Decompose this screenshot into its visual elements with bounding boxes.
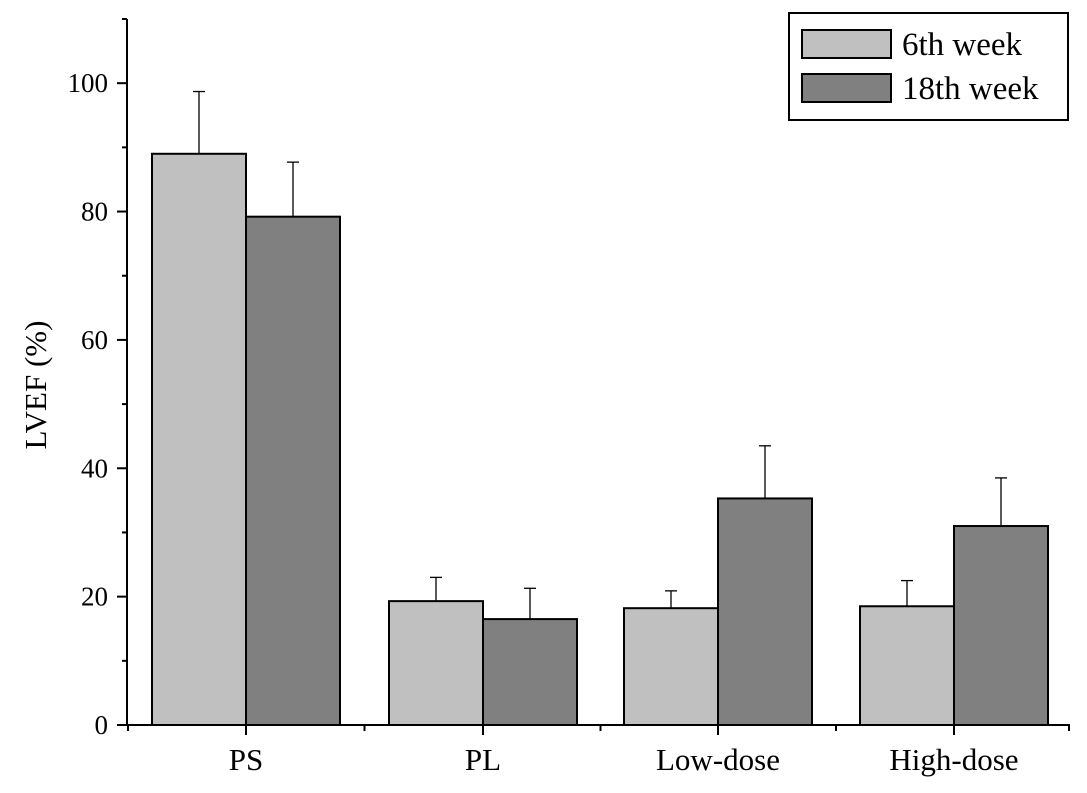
y-tick-label-20: 20	[81, 582, 108, 612]
legend-swatch-series-1	[801, 29, 892, 59]
bar-high-dose-series-1	[859, 605, 955, 726]
x-tick-label-low-dose: Low-dose	[656, 742, 780, 777]
y-tick-label-60: 60	[81, 325, 108, 355]
axes-layer	[117, 18, 1070, 735]
bar-high-dose-series-2	[953, 525, 1049, 727]
bar-low-dose-series-2	[717, 497, 813, 726]
bar-ps-series-2	[245, 215, 341, 726]
y-tick-label-100: 100	[68, 68, 109, 98]
legend-swatch-series-2	[801, 73, 892, 103]
y-tick-label-80: 80	[81, 197, 108, 227]
error-bars-layer	[193, 90, 1007, 620]
labels-layer: PS PL Low-dose High-dose 0 20 40 60 80 100	[68, 68, 1019, 777]
legend-label-series-1: 6th week	[902, 27, 1023, 63]
x-tick-label-ps: PS	[229, 742, 263, 777]
y-axis-title: LVEF (%)	[18, 321, 53, 450]
legend-label-series-2: 18th week	[902, 71, 1039, 107]
bar-pl-series-2	[482, 618, 578, 726]
bar-ps-series-1	[151, 152, 247, 727]
bars-layer	[151, 152, 1049, 727]
x-tick-label-pl: PL	[465, 742, 501, 777]
y-tick-label-40: 40	[81, 453, 108, 483]
legend: 6th week 18th week	[788, 12, 1069, 121]
y-tick-label-0: 0	[95, 710, 109, 740]
bar-low-dose-series-1	[623, 607, 719, 726]
x-tick-label-high-dose: High-dose	[889, 742, 1018, 777]
bar-pl-series-1	[388, 600, 484, 726]
